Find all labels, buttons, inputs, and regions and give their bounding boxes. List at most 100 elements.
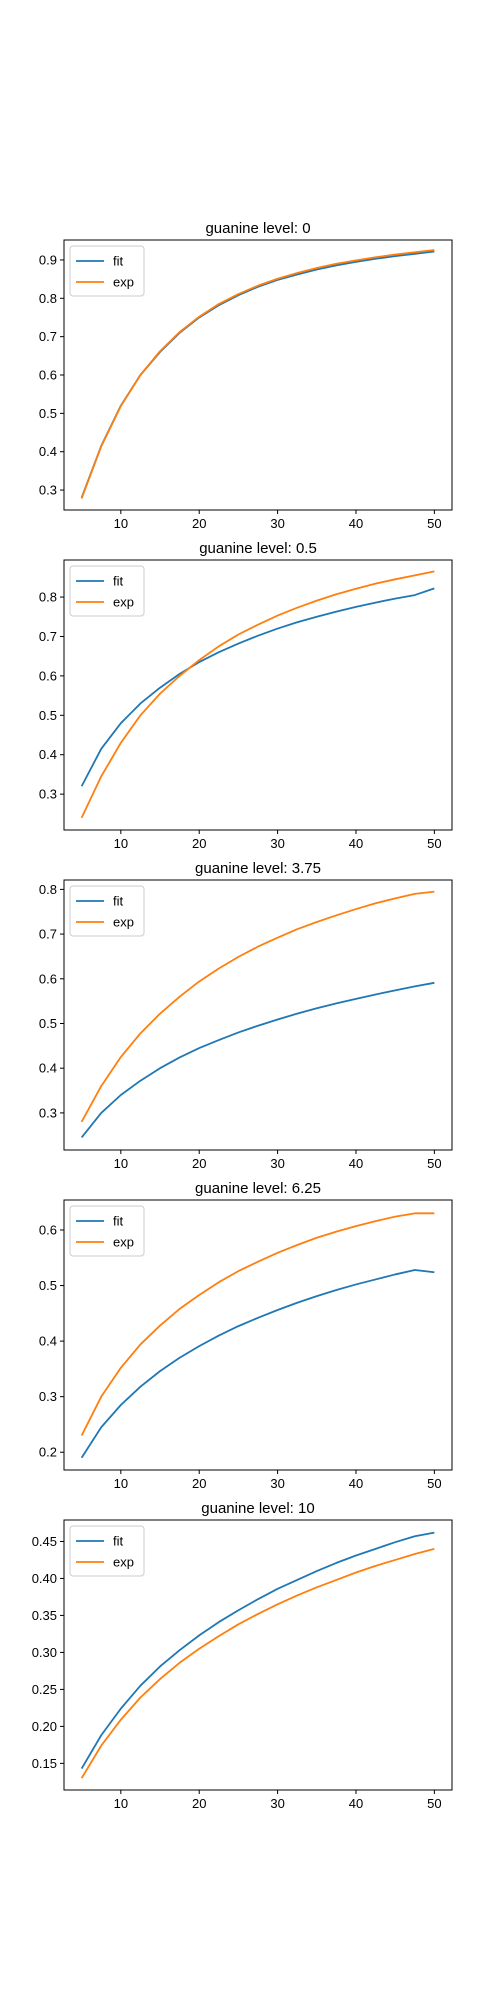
- chart-panel-0: guanine level: 0 10 20 30 40 50 0.3 0.4 0.5 0.6 0.…: [39, 220, 453, 531]
- x-tick-label: 40: [349, 836, 363, 851]
- y-tick-label: 0.40: [32, 1571, 57, 1586]
- legend-label-exp: exp: [113, 1235, 134, 1250]
- x-tick-label: 20: [192, 836, 206, 851]
- legend-label-exp: exp: [113, 595, 134, 610]
- y-tick-label: 0.9: [39, 252, 57, 267]
- legend-box: [69, 885, 145, 937]
- chart-title: guanine level: 10: [201, 1500, 314, 1517]
- x-tick-label: 50: [427, 1476, 441, 1491]
- axes-frame: [63, 1199, 453, 1471]
- x-tick-label: 40: [349, 516, 363, 531]
- y-tick-label: 0.4: [39, 444, 57, 459]
- y-tick-label: 0.3: [39, 1389, 57, 1404]
- y-tick-label: 0.2: [39, 1445, 57, 1460]
- series-line-exp: [80, 890, 435, 1123]
- axes-frame: [63, 1519, 453, 1791]
- y-tick-label: 0.4: [39, 747, 57, 762]
- y-tick-label: 0.5: [39, 406, 57, 421]
- y-tick-label: 0.5: [39, 1278, 57, 1293]
- y-tick-label: 0.30: [32, 1645, 57, 1660]
- x-tick-label: 50: [427, 1796, 441, 1811]
- y-tick-label: 0.6: [39, 368, 57, 383]
- legend-label-exp: exp: [113, 915, 134, 930]
- legend-label-exp: exp: [113, 275, 134, 290]
- series-line-exp: [80, 1212, 435, 1436]
- x-tick-label: 50: [427, 1156, 441, 1171]
- x-tick-label: 20: [192, 516, 206, 531]
- x-tick-label: 30: [270, 1476, 284, 1491]
- chart-title: guanine level: 0: [205, 220, 310, 237]
- y-tick-label: 0.7: [39, 927, 57, 942]
- legend: fit exp: [69, 245, 145, 297]
- y-tick-label: 0.5: [39, 708, 57, 723]
- series-line-exp: [80, 570, 435, 819]
- legend-box: [69, 245, 145, 297]
- x-tick-label: 30: [270, 1796, 284, 1811]
- chart-panel-3: guanine level: 6.25 10 20 30 40 50 0.2 0.3 0.4 0.…: [39, 1180, 453, 1491]
- legend-box: [69, 1525, 145, 1577]
- y-tick-label: 0.20: [32, 1719, 57, 1734]
- series-line-exp: [80, 1547, 435, 1779]
- y-tick-label: 0.7: [39, 329, 57, 344]
- y-tick-label: 0.35: [32, 1608, 57, 1623]
- series-line-exp: [80, 249, 435, 499]
- y-tick-label: 0.6: [39, 668, 57, 683]
- y-tick-label: 0.5: [39, 1016, 57, 1031]
- y-tick-label: 0.4: [39, 1061, 57, 1076]
- y-tick-label: 0.4: [39, 1334, 57, 1349]
- y-tick-label: 0.7: [39, 629, 57, 644]
- legend: fit exp: [69, 885, 145, 937]
- x-tick-label: 50: [427, 836, 441, 851]
- y-tick-label: 0.15: [32, 1756, 57, 1771]
- x-tick-label: 20: [192, 1476, 206, 1491]
- y-tick-label: 0.6: [39, 971, 57, 986]
- legend: fit exp: [69, 565, 145, 617]
- x-tick-label: 30: [270, 516, 284, 531]
- legend-box: [69, 565, 145, 617]
- x-tick-label: 50: [427, 516, 441, 531]
- legend: fit exp: [69, 1205, 145, 1257]
- chart-title: guanine level: 0.5: [199, 540, 317, 557]
- chart-panel-4: guanine level: 10 10 20 30 40 50 0.15 0.20 0.25 0…: [32, 1500, 453, 1811]
- legend-label-fit: fit: [113, 1214, 124, 1229]
- legend-label-fit: fit: [113, 574, 124, 589]
- x-tick-label: 40: [349, 1156, 363, 1171]
- chart-title: guanine level: 3.75: [195, 860, 321, 877]
- chart-panel-2: guanine level: 3.75 10 20 30 40 50 0.3 0.4 0.5 0.…: [39, 860, 453, 1171]
- y-tick-label: 0.8: [39, 882, 57, 897]
- x-tick-label: 40: [349, 1476, 363, 1491]
- series-line-fit: [80, 981, 435, 1139]
- y-tick-label: 0.3: [39, 787, 57, 802]
- x-tick-label: 10: [114, 836, 128, 851]
- legend: fit exp: [69, 1525, 145, 1577]
- x-tick-label: 10: [114, 1796, 128, 1811]
- y-tick-label: 0.3: [39, 1105, 57, 1120]
- axes-frame: [63, 559, 453, 831]
- y-tick-label: 0.8: [39, 291, 57, 306]
- y-tick-label: 0.45: [32, 1534, 57, 1549]
- x-tick-label: 20: [192, 1156, 206, 1171]
- chart-title: guanine level: 6.25: [195, 1180, 321, 1197]
- x-tick-label: 10: [114, 516, 128, 531]
- x-tick-label: 10: [114, 1476, 128, 1491]
- series-line-fit: [80, 1531, 435, 1770]
- legend-box: [69, 1205, 145, 1257]
- legend-label-fit: fit: [113, 1534, 124, 1549]
- series-line-fit: [80, 1269, 435, 1459]
- y-tick-label: 0.25: [32, 1682, 57, 1697]
- x-tick-label: 20: [192, 1796, 206, 1811]
- x-tick-label: 30: [270, 836, 284, 851]
- legend-label-fit: fit: [113, 894, 124, 909]
- chart-panel-1: guanine level: 0.5 10 20 30 40 50 0.3 0.4 0.5 0.6…: [39, 540, 453, 851]
- x-tick-label: 10: [114, 1156, 128, 1171]
- legend-label-exp: exp: [113, 1555, 134, 1570]
- y-tick-label: 0.3: [39, 483, 57, 498]
- axes-frame: [63, 879, 453, 1151]
- x-tick-label: 40: [349, 1796, 363, 1811]
- x-tick-label: 30: [270, 1156, 284, 1171]
- y-tick-label: 0.8: [39, 590, 57, 605]
- legend-label-fit: fit: [113, 254, 124, 269]
- series-line-fit: [80, 587, 435, 787]
- y-tick-label: 0.6: [39, 1223, 57, 1238]
